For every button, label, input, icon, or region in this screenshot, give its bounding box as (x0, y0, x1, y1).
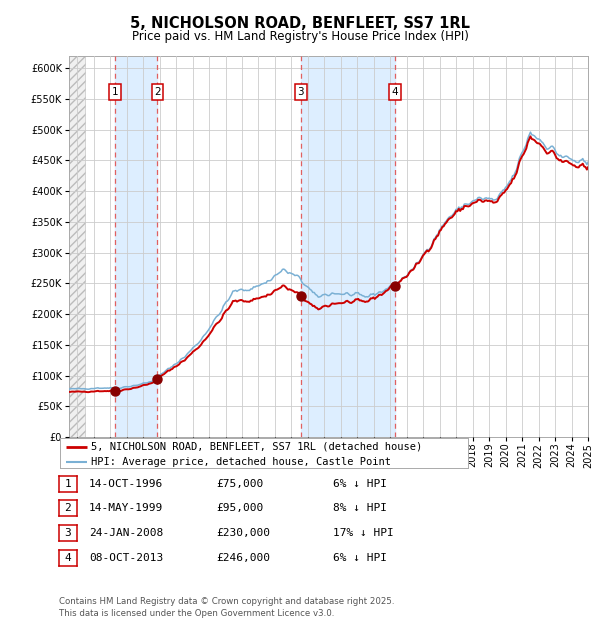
Text: 08-OCT-2013: 08-OCT-2013 (89, 553, 163, 563)
Text: Contains HM Land Registry data © Crown copyright and database right 2025.
This d: Contains HM Land Registry data © Crown c… (59, 596, 394, 618)
Text: £246,000: £246,000 (216, 553, 270, 563)
Text: £95,000: £95,000 (216, 503, 263, 513)
Text: 8% ↓ HPI: 8% ↓ HPI (333, 503, 387, 513)
Text: £75,000: £75,000 (216, 479, 263, 489)
Text: £230,000: £230,000 (216, 528, 270, 538)
Text: 17% ↓ HPI: 17% ↓ HPI (333, 528, 394, 538)
Text: Price paid vs. HM Land Registry's House Price Index (HPI): Price paid vs. HM Land Registry's House … (131, 30, 469, 43)
Text: 5, NICHOLSON ROAD, BENFLEET, SS7 1RL: 5, NICHOLSON ROAD, BENFLEET, SS7 1RL (130, 16, 470, 30)
Text: 1: 1 (112, 87, 118, 97)
Text: 1: 1 (64, 479, 71, 489)
Text: 4: 4 (64, 553, 71, 563)
Text: HPI: Average price, detached house, Castle Point: HPI: Average price, detached house, Cast… (91, 456, 391, 467)
Text: 2: 2 (154, 87, 161, 97)
Text: 2: 2 (64, 503, 71, 513)
Text: 24-JAN-2008: 24-JAN-2008 (89, 528, 163, 538)
Text: 14-MAY-1999: 14-MAY-1999 (89, 503, 163, 513)
Text: 3: 3 (298, 87, 304, 97)
Text: 14-OCT-1996: 14-OCT-1996 (89, 479, 163, 489)
Bar (301, 56, 395, 437)
Text: 3: 3 (64, 528, 71, 538)
Text: 6% ↓ HPI: 6% ↓ HPI (333, 553, 387, 563)
Text: 6% ↓ HPI: 6% ↓ HPI (333, 479, 387, 489)
Text: 5, NICHOLSON ROAD, BENFLEET, SS7 1RL (detached house): 5, NICHOLSON ROAD, BENFLEET, SS7 1RL (de… (91, 441, 422, 452)
Bar (115, 56, 157, 437)
Text: 4: 4 (391, 87, 398, 97)
